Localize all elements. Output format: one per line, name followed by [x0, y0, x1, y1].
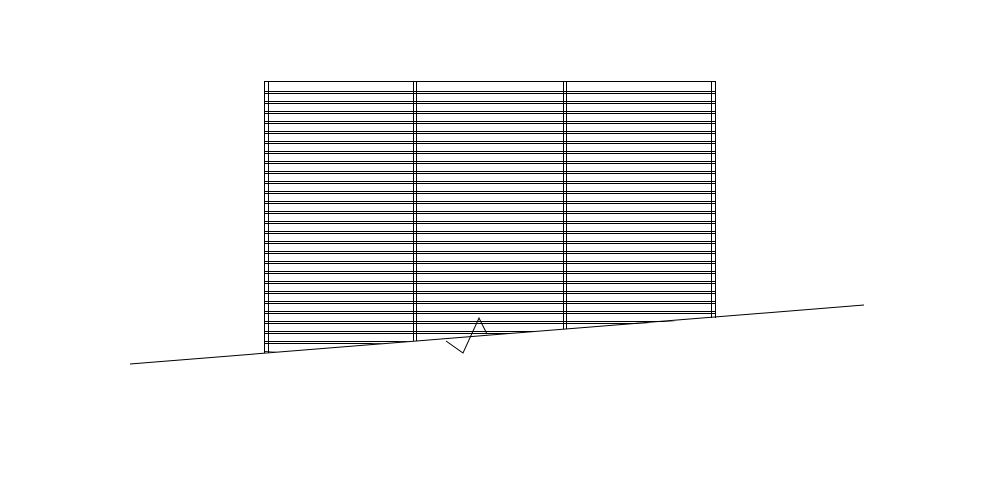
- fence-slat: [264, 121, 716, 124]
- fence-slat: [264, 351, 716, 352]
- fence-slat: [264, 341, 716, 344]
- fence-slat: [264, 231, 716, 234]
- fence-intermediate-post: [413, 82, 417, 352]
- fence-slat: [264, 201, 716, 204]
- fence-slat: [264, 301, 716, 304]
- fence-slat: [264, 91, 716, 94]
- fence-slats: [264, 91, 716, 352]
- fence-slat: [264, 101, 716, 104]
- fence-slat: [264, 131, 716, 134]
- fence-slat: [264, 321, 716, 324]
- fence-slat: [264, 251, 716, 254]
- fence-slat: [264, 241, 716, 244]
- fence-right-end-post: [711, 81, 716, 318]
- fence-intermediate-posts: [413, 82, 567, 352]
- fence-slat: [264, 331, 716, 334]
- fence-slat: [264, 151, 716, 154]
- fence-slat: [264, 221, 716, 224]
- fence-slat: [264, 261, 716, 264]
- fence-slat: [264, 311, 716, 314]
- ground-line: [129, 304, 865, 365]
- fence-slat: [264, 111, 716, 114]
- fence-left-end-post: [264, 81, 269, 353]
- fence-slat: [264, 181, 716, 184]
- fence-slat: [264, 211, 716, 214]
- fence-slat: [264, 271, 716, 274]
- fence-intermediate-post: [563, 82, 567, 352]
- fence-slat: [264, 161, 716, 164]
- fence-slat: [264, 171, 716, 174]
- fence-slat: [264, 281, 716, 284]
- fence-slat: [264, 291, 716, 294]
- break-symbol: [445, 316, 488, 354]
- fence-slat: [264, 191, 716, 194]
- fence-slat: [264, 141, 716, 144]
